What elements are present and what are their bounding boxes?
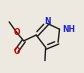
Text: O: O: [13, 28, 20, 37]
Text: O: O: [13, 47, 20, 56]
Text: NH: NH: [62, 25, 75, 34]
Text: N: N: [44, 17, 50, 26]
